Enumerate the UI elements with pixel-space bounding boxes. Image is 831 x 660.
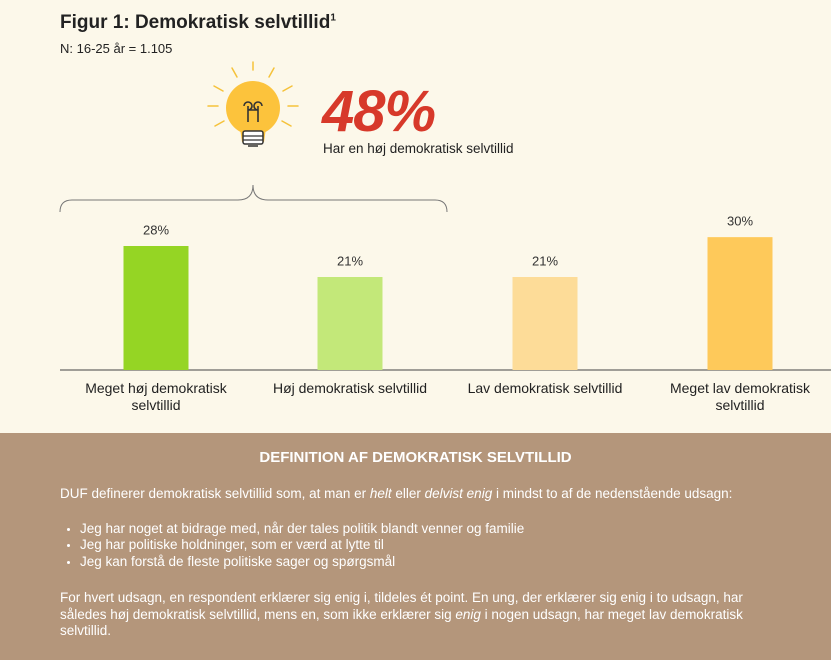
emphasis: enig bbox=[455, 606, 481, 622]
value-label: 28% bbox=[143, 222, 169, 237]
value-label: 21% bbox=[532, 253, 558, 268]
emphasis: delvist enig bbox=[424, 486, 493, 501]
text: eller bbox=[391, 486, 425, 501]
chart: 28% 21% 21% 30% bbox=[59, 61, 831, 371]
definition-box: DEFINITION AF DEMOKRATISK SELVTILLID DUF… bbox=[0, 433, 831, 660]
callout: 48% bbox=[322, 79, 436, 144]
list-item: Jeg har politiske holdninger, som er vær… bbox=[80, 537, 771, 554]
bar bbox=[123, 246, 189, 370]
bulb-icon bbox=[207, 61, 299, 127]
bar bbox=[317, 277, 383, 370]
text: For hvert udsagn, en respondent erklærer… bbox=[60, 590, 743, 622]
x-tick-label: Høj demokratisk selvtillid bbox=[272, 380, 428, 396]
list-item: Jeg kan forstå de fleste politiske sager… bbox=[80, 554, 771, 571]
title-text: Figur 1: Demokratisk selvtillid bbox=[60, 12, 331, 33]
subtitle: N: 16-25 år = 1.105 bbox=[60, 41, 173, 56]
x-tick-label: Meget lav demokratisk selvtillid bbox=[669, 380, 811, 413]
value-label: 30% bbox=[727, 214, 753, 229]
list-item: Jeg har noget at bidrage med, når der ta… bbox=[80, 521, 771, 538]
definition-outro: For hvert udsagn, en respondent erklærer… bbox=[60, 590, 771, 640]
x-tick-label: Meget høj demokratisk selvtillid bbox=[85, 380, 227, 413]
definition-heading: DEFINITION AF DEMOKRATISK SELVTILLID bbox=[259, 449, 572, 466]
filament bbox=[243, 101, 263, 122]
footnote-mark: 1 bbox=[330, 12, 336, 24]
emphasis: helt bbox=[369, 486, 392, 501]
x-tick-label: Lav demokratisk selvtillid bbox=[467, 380, 623, 396]
bar bbox=[512, 277, 578, 370]
bracket bbox=[59, 184, 448, 213]
bulb-base bbox=[242, 130, 264, 145]
text: i mindst to af de nedenstående udsagn: bbox=[492, 486, 733, 501]
bar bbox=[707, 237, 773, 370]
callout-text: Har en høj demokratisk selvtillid bbox=[323, 141, 514, 156]
definition-list: Jeg har noget at bidrage med, når der ta… bbox=[60, 521, 771, 571]
text: DUF definerer demokratisk selvtillid som… bbox=[60, 486, 370, 501]
bulb bbox=[226, 81, 280, 135]
chart-title: Figur 1: Demokratisk selvtillid1 bbox=[60, 12, 336, 34]
text: i nogen udsagn, har meget lav demokratis… bbox=[60, 606, 743, 639]
value-label: 21% bbox=[337, 253, 363, 268]
definition-intro: DUF definerer demokratisk selvtillid som… bbox=[60, 486, 771, 503]
